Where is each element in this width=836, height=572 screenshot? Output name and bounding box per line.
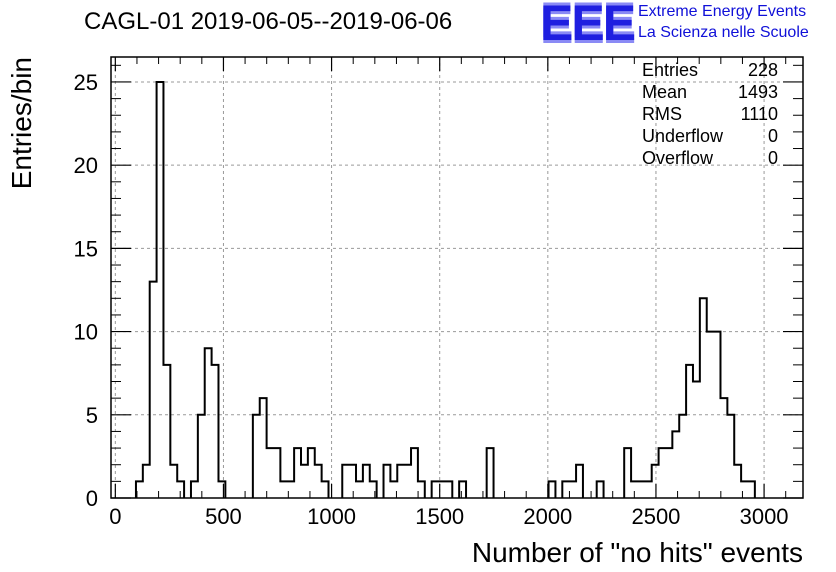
histogram-bin [253,415,260,498]
stat-underflow: Underflow 0 [642,125,778,147]
histogram-bin [720,398,727,498]
y-tick-labels: 0 5 10 15 20 25 [74,70,98,511]
histogram-bin [315,465,322,498]
histogram-bin [163,365,170,498]
histogram-bin [686,365,693,498]
histogram-bin [597,481,604,498]
histogram-bin [487,448,494,498]
x-tick-label: 2500 [631,504,680,529]
histogram-bin [212,365,219,498]
histogram-bin [273,448,280,498]
stat-label: Underflow [642,126,724,146]
y-tick-label: 0 [86,486,98,511]
histogram-bin [638,481,645,498]
stat-overflow: Overflow 0 [642,147,778,169]
x-tick-label: 0 [109,504,121,529]
histogram-bin [672,431,679,498]
histogram-bin [418,481,425,498]
logo-line-2: La Scienza nelle Scuole [638,24,809,41]
stat-mean: Mean 1493 [642,81,778,103]
histogram-bin [308,448,315,498]
y-tick-label: 20 [74,153,98,178]
stat-value: 0 [767,148,778,168]
plot-frame [110,56,804,499]
histogram-bin [624,448,631,498]
x-axis-label: Number of "no hits" events [472,537,803,568]
eee-logo: EEE [540,0,636,51]
y-tick-label: 25 [74,70,98,95]
histogram-bin [397,465,404,498]
y-tick-label: 15 [74,236,98,261]
stat-label: RMS [642,104,682,124]
stats-box: Entries 228 Mean 1493 RMS 1110 Underflow 0 O… [642,59,778,169]
histogram-bin [205,348,212,498]
histogram-bin [218,481,225,498]
histogram-bin [727,415,734,498]
histogram-bin [569,481,576,498]
stat-rms: RMS 1110 [642,103,778,125]
histogram-bin [411,448,418,498]
stat-label: Mean [642,82,688,102]
histogram-bin [384,465,391,498]
stat-label: Entries [642,60,699,80]
histogram-bin [191,481,198,498]
histogram-bin [404,465,411,498]
x-tick-labels: 0 500 1000 1500 2000 2500 3000 [109,504,788,529]
histogram-bin [576,465,583,498]
histogram-bin [280,481,287,498]
stat-value: 228 [747,60,778,80]
histogram-bin [652,465,659,498]
histogram-bin [157,82,164,498]
histogram-bin [700,298,707,498]
x-tick-label: 1500 [415,504,464,529]
stat-entries: Entries 228 [642,59,778,81]
histogram-bin [143,465,150,498]
histogram-bin [267,448,274,498]
histogram-bin [714,332,721,498]
histogram-bin [294,448,301,498]
histogram-bin [150,282,157,498]
histogram-bin [707,332,714,498]
stat-label: Overflow [642,148,714,168]
histogram-bin [679,415,686,498]
axis-ticks [111,57,803,499]
histogram-bin [301,465,308,498]
x-tick-label: 3000 [740,504,789,529]
x-tick-label: 1000 [307,504,356,529]
histogram-bin [349,465,356,498]
histogram-bin [322,481,329,498]
histogram-bin [748,481,755,498]
chart-title: CAGL-01 2019-06-05--2019-06-06 [84,8,453,35]
logo-line-1: Extreme Energy Events [638,3,807,20]
histogram-bin [549,481,556,498]
x-tick-label: 500 [205,504,242,529]
histogram-bin [659,448,666,498]
stat-value: 0 [767,126,778,146]
histogram-bin [363,465,370,498]
y-axis-label: Entries/bin [6,57,37,189]
histogram-bin [693,382,700,498]
y-tick-label: 10 [74,320,98,345]
y-tick-label: 5 [86,403,98,428]
histogram-bin [562,481,569,498]
histogram-bars [134,80,756,498]
histogram-bin [170,465,177,498]
histogram-outline [134,80,756,498]
histogram-bin [459,481,466,498]
histogram-bin [198,415,205,498]
x-tick-label: 2000 [523,504,572,529]
histogram-bin [356,481,363,498]
histogram-bin [342,465,349,498]
histogram-bin [445,481,452,498]
stat-value: 1493 [737,82,778,102]
histogram-bin [734,465,741,498]
histogram-bin [432,481,439,498]
histogram-bin [260,398,267,498]
histogram-bin [645,481,652,498]
stat-value: 1110 [740,104,778,124]
histogram-bin [370,481,377,498]
histogram-bin [665,448,672,498]
